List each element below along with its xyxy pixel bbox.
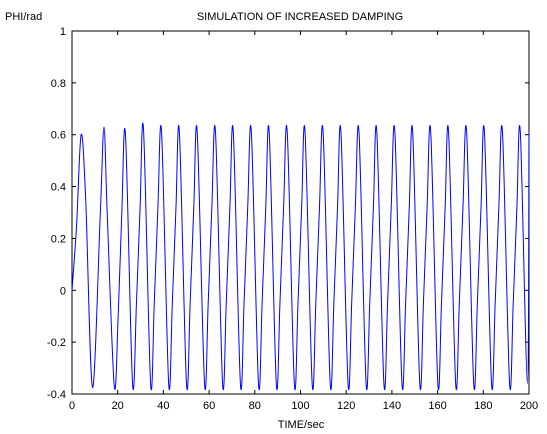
y-tick-label: 1 [60,26,66,38]
y-tick-label: 0.2 [51,233,66,245]
x-axis-label: TIME/sec [278,419,325,431]
series-line [71,122,530,391]
x-tick-label: 80 [249,400,261,412]
y-tick-label: 0.6 [51,130,66,142]
x-tick-label: 0 [69,400,75,412]
x-tick-label: 200 [520,400,538,412]
x-tick-label: 140 [383,400,401,412]
x-tick-label: 60 [203,400,215,412]
axis-ticks: 0 20 40 60 80 100 120 140 160 180 200 -0.4 -0.2 0 0.2 0… [47,26,538,412]
y-tick-label: -0.2 [47,337,66,349]
y-tick-label: 0.8 [51,78,66,90]
y-tick-label: -0.4 [47,389,66,401]
series-layer [71,122,530,391]
plot-area-frame [71,30,530,395]
x-tick-label: 160 [428,400,446,412]
x-tick-label: 40 [157,400,169,412]
x-tick-label: 100 [291,400,309,412]
x-tick-label: 120 [337,400,355,412]
x-tick-label: 20 [112,400,124,412]
x-tick-label: 180 [474,400,492,412]
chart-title: SIMULATION OF INCREASED DAMPING [197,11,403,23]
y-tick-label: 0 [60,285,66,297]
y-axis-label: PHI/rad [5,11,42,23]
y-tick-label: 0.4 [51,182,66,194]
